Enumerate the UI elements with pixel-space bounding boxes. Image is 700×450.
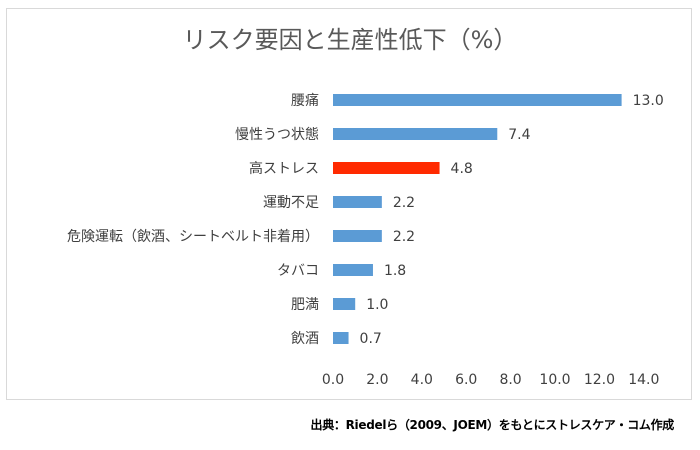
bar-4 (333, 230, 382, 242)
x-tick-label-7: 14.0 (628, 372, 659, 388)
category-label-2: 高ストレス (249, 160, 319, 177)
value-labels: 13.0 7.4 4.8 2.2 2.2 1.8 1.0 0.7 (360, 93, 664, 347)
x-tick-label-5: 10.0 (539, 372, 570, 388)
bar-1 (333, 128, 498, 140)
value-label-4: 2.2 (393, 229, 415, 245)
category-label-7: 飲酒 (291, 331, 319, 347)
value-label-2: 4.8 (451, 161, 473, 177)
category-label-1: 慢性うつ状態 (235, 126, 319, 143)
value-label-1: 7.4 (508, 127, 530, 143)
chart-title: リスク要因と生産性低下（%） (183, 26, 518, 54)
source-note: 出典：Riedelら（2009、JOEM）をもとにストレスケア・コム作成 (310, 418, 675, 432)
bar-6 (333, 298, 356, 310)
bars-group (333, 94, 622, 344)
category-label-6: 肥満 (291, 297, 319, 313)
bar-5 (333, 264, 373, 276)
x-tick-label-0: 0.0 (322, 372, 344, 388)
bar-0 (333, 94, 622, 106)
x-axis-tick-labels: 0.0 2.0 4.0 6.0 8.0 10.0 12.0 14.0 (322, 372, 660, 388)
value-label-5: 1.8 (384, 263, 406, 279)
value-label-0: 13.0 (633, 93, 664, 109)
bar-3 (333, 196, 382, 208)
x-tick-label-2: 4.0 (411, 372, 433, 388)
category-label-0: 腰痛 (291, 92, 319, 109)
x-tick-label-1: 2.0 (366, 372, 388, 388)
category-label-5: タバコ (277, 263, 319, 279)
category-label-4: 危険運転（飲酒、シートベルト非着用） (67, 229, 319, 245)
x-tick-label-4: 8.0 (499, 372, 521, 388)
x-tick-label-6: 12.0 (584, 372, 615, 388)
category-label-3: 運動不足 (263, 195, 319, 211)
value-label-7: 0.7 (360, 331, 382, 347)
bar-2 (333, 162, 440, 174)
x-tick-label-3: 6.0 (455, 372, 477, 388)
bar-7 (333, 332, 349, 344)
value-label-6: 1.0 (366, 297, 388, 313)
value-label-3: 2.2 (393, 195, 415, 211)
